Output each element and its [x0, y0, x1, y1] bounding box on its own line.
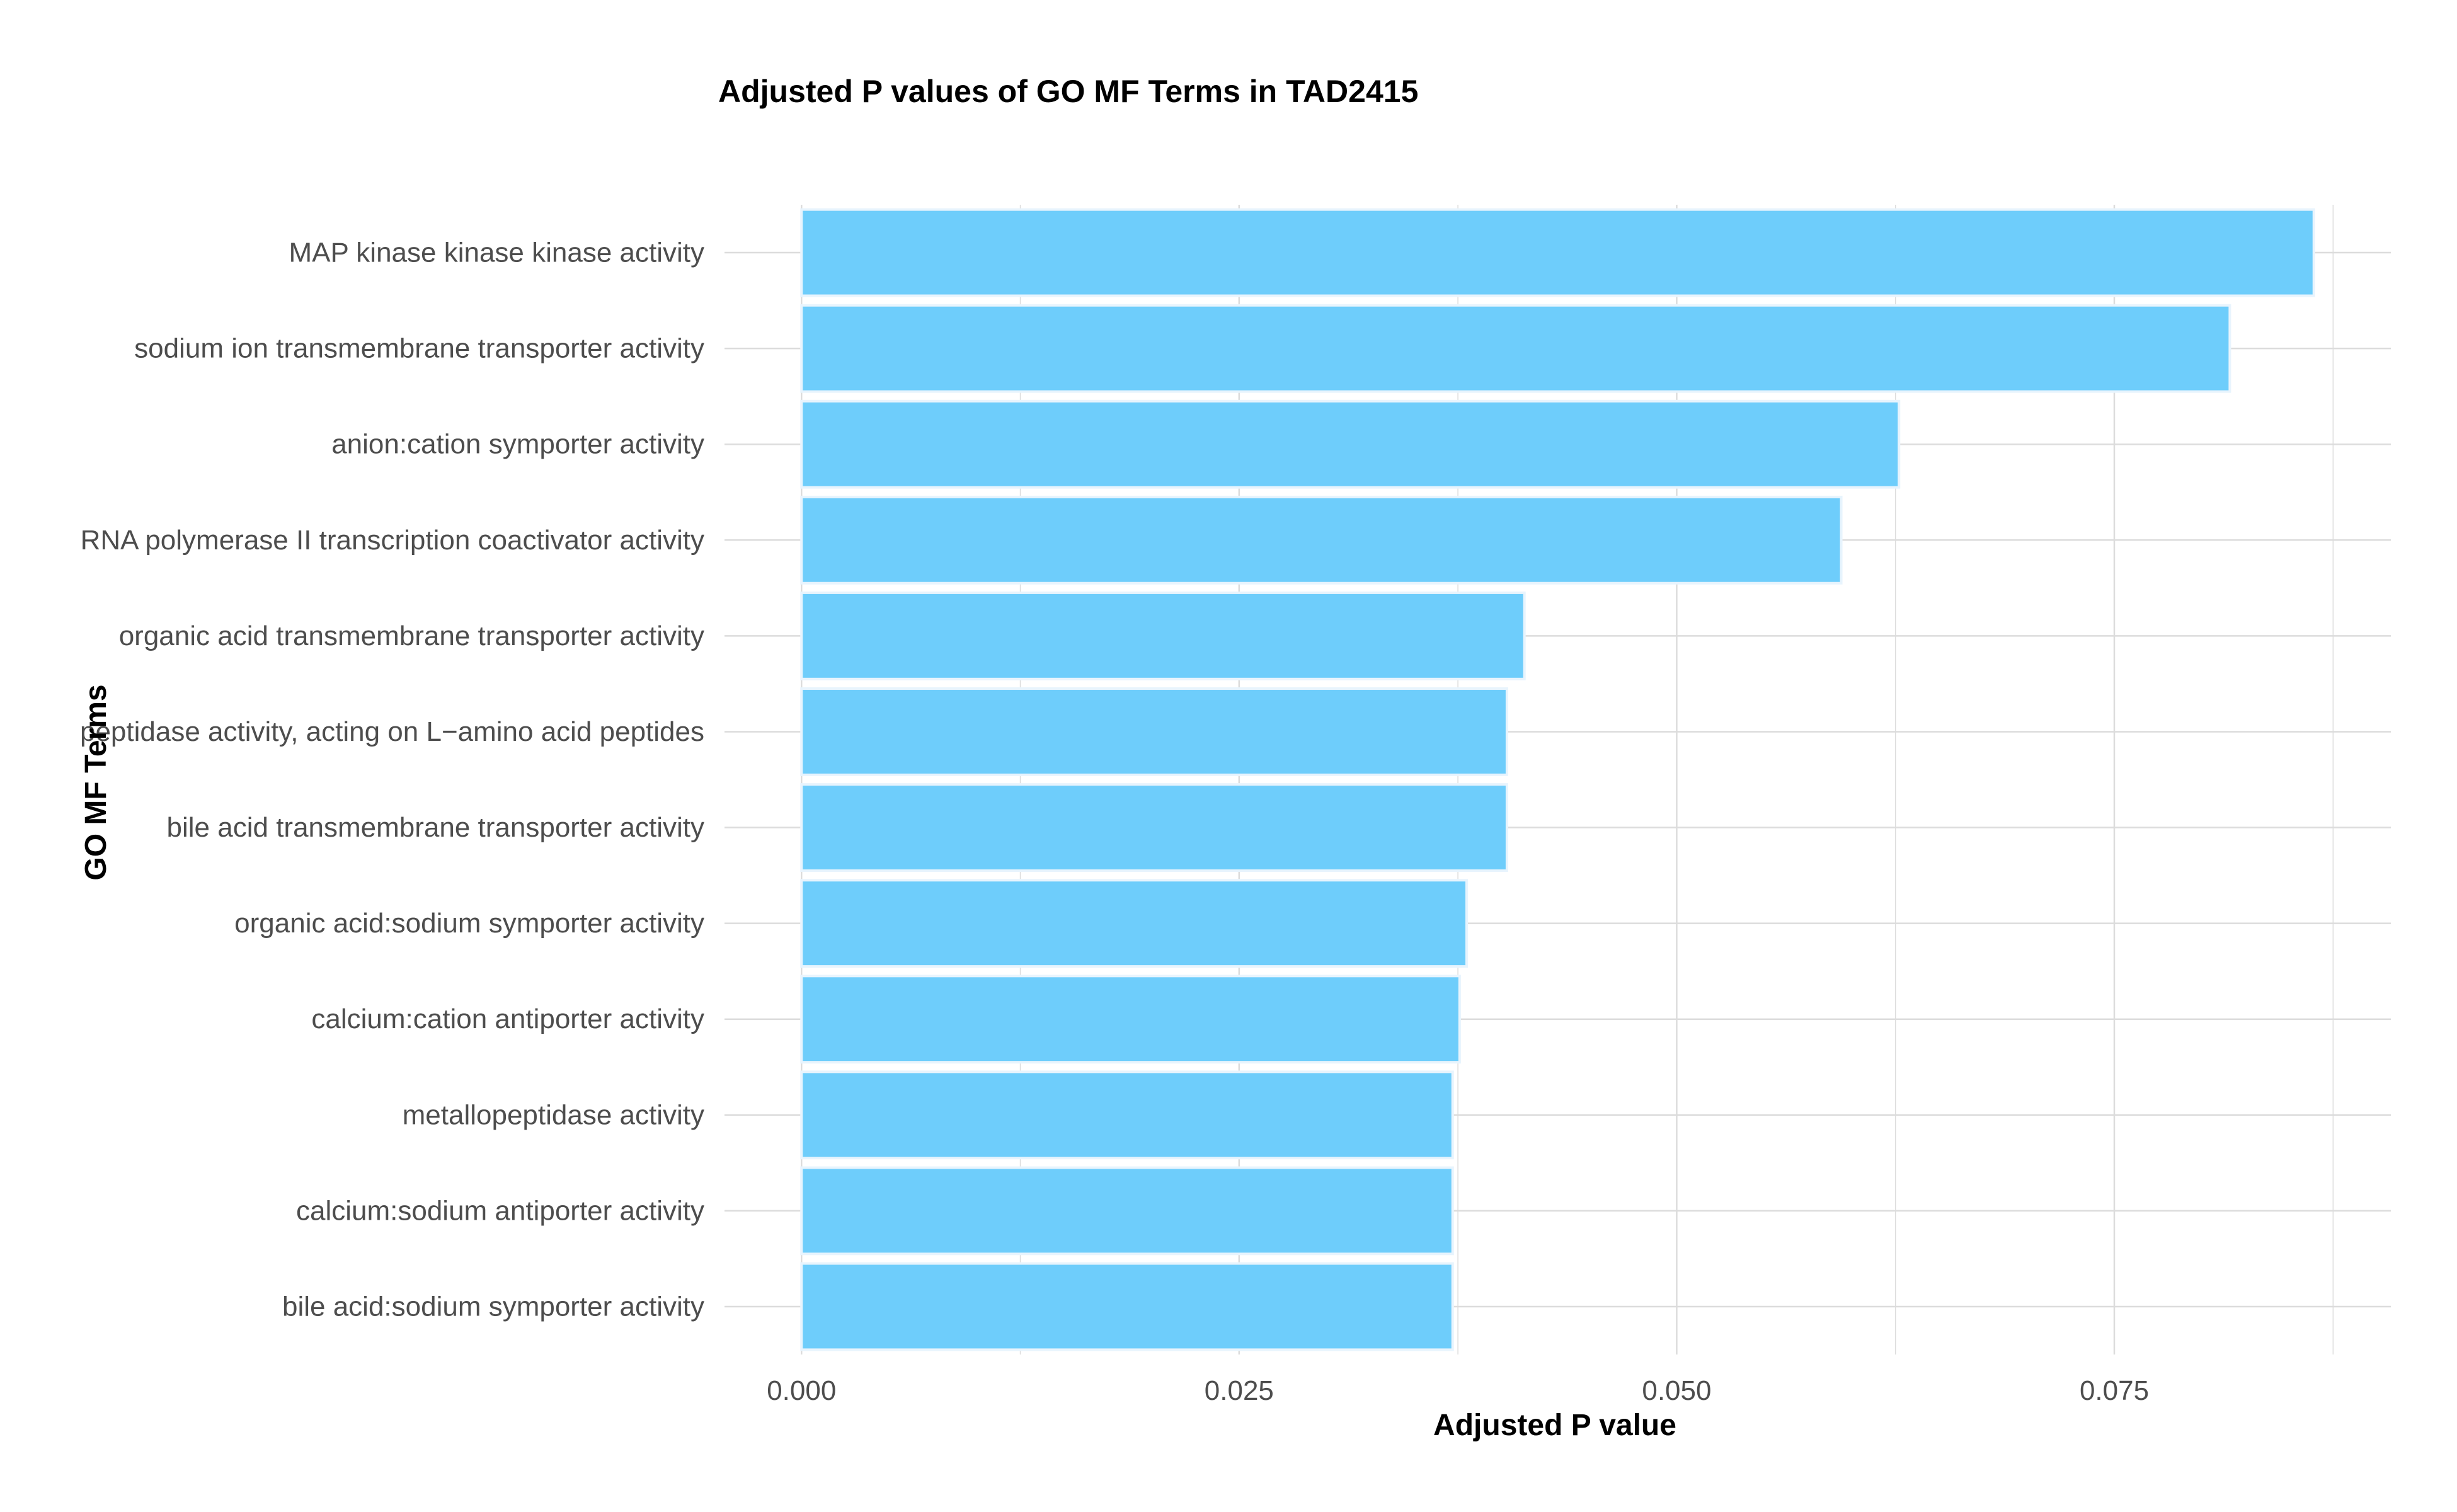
category-label: anion:cation symporter activity: [331, 429, 704, 460]
x-axis-title: Adjusted P value: [1433, 1409, 1676, 1442]
bar: [800, 591, 1526, 680]
category-label: sodium ion transmembrane transporter act…: [134, 333, 704, 364]
x-tick-label: 0.050: [1642, 1375, 1711, 1406]
bar: [800, 687, 1508, 776]
category-label: organic acid:sodium symporter activity: [234, 908, 704, 939]
bar: [800, 975, 1461, 1064]
bar: [800, 399, 1901, 489]
category-label: organic acid transmembrane transporter a…: [119, 621, 704, 651]
x-tick-label: 0.075: [2080, 1375, 2149, 1406]
category-label: bile acid:sodium symporter activity: [282, 1291, 704, 1322]
bar: [800, 1070, 1454, 1160]
x-tick-labels: 0.000 0.025 0.050 0.075: [767, 1375, 2149, 1406]
bar: [800, 1166, 1454, 1256]
bar: [800, 495, 1843, 585]
bar: [800, 304, 2231, 393]
category-label: bile acid transmembrane transporter acti…: [167, 812, 704, 843]
y-axis-title: GO MF Terms: [79, 684, 113, 880]
category-labels: MAP kinase kinase kinase activity sodium …: [80, 238, 704, 1322]
bar: [800, 208, 2315, 297]
bar: [800, 783, 1508, 872]
bar: [800, 879, 1469, 968]
chart-title: Adjusted P values of GO MF Terms in TAD2…: [718, 74, 1418, 109]
category-label: calcium:cation antiporter activity: [311, 1004, 704, 1034]
x-tick-label: 0.000: [767, 1375, 836, 1406]
bars: [800, 208, 2315, 1351]
category-label: peptidase activity, acting on L−amino ac…: [80, 716, 704, 747]
category-label: RNA polymerase II transcription coactiva…: [81, 525, 704, 556]
category-label: metallopeptidase activity: [403, 1099, 704, 1130]
category-label: MAP kinase kinase kinase activity: [289, 238, 704, 268]
category-label: calcium:sodium antiporter activity: [296, 1195, 704, 1226]
bar: [800, 1262, 1454, 1351]
x-tick-label: 0.025: [1205, 1375, 1274, 1406]
